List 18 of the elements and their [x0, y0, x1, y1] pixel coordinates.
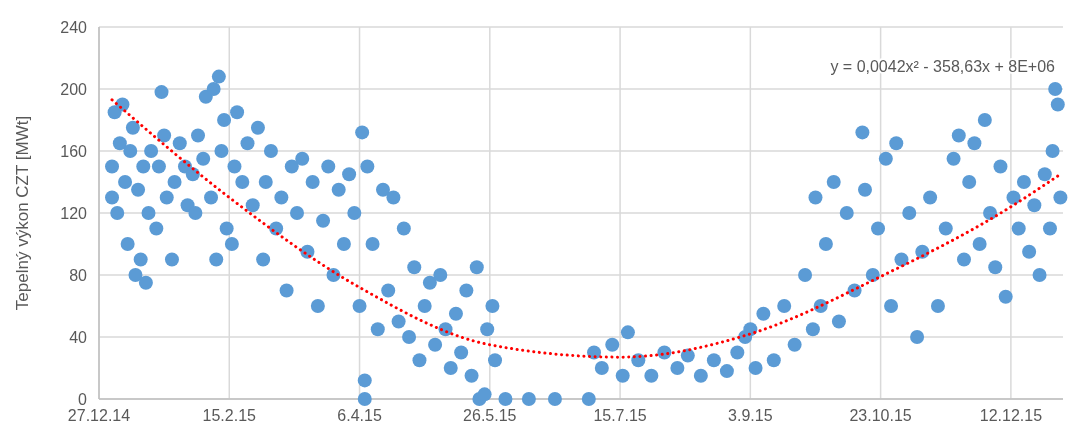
- y-tick-label: 80: [69, 266, 88, 284]
- y-tick-label: 240: [60, 18, 88, 36]
- x-tick-label: 3.9.15: [728, 407, 773, 424]
- line-series: [110, 98, 1062, 359]
- y-tick-label: 160: [60, 142, 88, 160]
- x-tick-label: 12.12.15: [979, 407, 1043, 424]
- y-tick-label: 40: [69, 328, 88, 346]
- x-tick-label: 15.2.15: [202, 407, 257, 424]
- y-axis-title: Tepelný výkon CZT [MWt]: [13, 115, 32, 311]
- y-tick-label: 200: [60, 80, 88, 98]
- x-tick-label: 15.7.15: [593, 407, 647, 424]
- annotation: y = 0,0042x² - 358,63x + 8E+06: [830, 58, 1056, 75]
- x-tick-label: 23.10.15: [849, 407, 912, 424]
- x-tick-label: 6.4.15: [337, 407, 382, 424]
- x-tick-label: 27.12.14: [67, 407, 131, 424]
- y-tick-label: 0: [78, 390, 88, 408]
- x-tick-label: 26.5.15: [463, 407, 517, 424]
- y-tick-label: 120: [60, 204, 88, 222]
